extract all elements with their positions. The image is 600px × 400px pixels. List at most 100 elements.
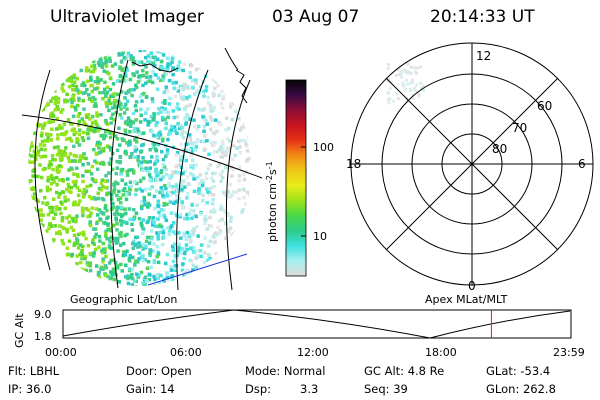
emission-pixel xyxy=(205,201,210,205)
instrument-title: Ultraviolet Imager xyxy=(50,7,204,27)
emission-pixel xyxy=(55,165,59,170)
emission-pixel xyxy=(43,104,48,108)
emission-pixel xyxy=(115,159,119,164)
emission-pixel xyxy=(84,69,89,73)
emission-pixel xyxy=(178,214,182,219)
emission-pixel xyxy=(216,84,220,88)
emission-pixel xyxy=(230,117,234,122)
emission-pixel xyxy=(137,257,141,261)
emission-pixel xyxy=(106,191,111,195)
emission-pixel xyxy=(103,247,108,251)
emission-pixel xyxy=(172,191,176,195)
emission-pixel xyxy=(149,229,154,233)
emission-pixel xyxy=(180,130,185,134)
emission-pixel xyxy=(49,224,53,229)
emission-pixel xyxy=(237,139,241,143)
emission-pixel xyxy=(66,177,70,181)
emission-pixel xyxy=(218,122,223,127)
emission-pixel xyxy=(137,162,141,166)
emission-pixel xyxy=(198,85,203,89)
emission-pixel xyxy=(113,268,117,273)
emission-pixel xyxy=(162,277,167,282)
emission-pixel xyxy=(43,138,48,143)
emission-pixel xyxy=(197,124,201,129)
emission-pixel xyxy=(32,149,37,154)
emission-pixel xyxy=(101,247,106,251)
emission-pixel xyxy=(240,138,244,143)
emission-pixel xyxy=(228,139,232,143)
emission-pixel xyxy=(70,104,74,109)
emission-pixel xyxy=(158,223,162,227)
emission-pixel xyxy=(161,78,165,82)
emission-pixel xyxy=(126,51,131,56)
emission-pixel xyxy=(118,160,122,165)
emission-pixel xyxy=(184,118,188,122)
emission-pixel xyxy=(53,212,58,216)
emission-pixel xyxy=(215,150,219,154)
emission-pixel xyxy=(191,173,195,178)
emission-pixel xyxy=(44,101,49,106)
emission-pixel xyxy=(171,244,175,249)
emission-pixel xyxy=(175,131,179,136)
emission-pixel xyxy=(164,186,168,191)
emission-pixel xyxy=(239,126,244,130)
emission-pixel xyxy=(194,256,198,260)
emission-pixel xyxy=(81,213,85,218)
emission-pixel xyxy=(55,183,59,187)
emission-pixel xyxy=(165,151,170,156)
emission-pixel xyxy=(214,231,218,235)
emission-pixel xyxy=(113,260,118,265)
emission-pixel xyxy=(131,217,136,222)
emission-pixel xyxy=(182,82,187,87)
emission-pixel xyxy=(119,214,124,219)
emission-pixel xyxy=(145,266,150,270)
emission-pixel xyxy=(225,227,230,232)
emission-pixel xyxy=(244,142,248,146)
emission-pixel xyxy=(161,235,166,239)
emission-pixel xyxy=(34,145,39,150)
emission-pixel xyxy=(135,260,140,264)
emission-pixel xyxy=(165,89,170,93)
emission-pixel xyxy=(32,192,37,196)
emission-pixel xyxy=(173,266,177,270)
emission-pixel xyxy=(115,209,119,213)
emission-pixel xyxy=(89,211,93,215)
emission-pixel xyxy=(67,84,72,89)
emission-pixel xyxy=(41,213,45,217)
emission-pixel xyxy=(49,173,54,178)
emission-pixel xyxy=(199,243,204,247)
emission-pixel xyxy=(110,167,115,172)
emission-pixel xyxy=(142,195,146,200)
emission-pixel xyxy=(161,74,165,78)
emission-pixel xyxy=(170,124,174,129)
emission-pixel xyxy=(220,106,225,110)
emission-pixel xyxy=(43,121,47,126)
colorbar-unit-label: photon cm-2s-1 xyxy=(265,161,279,242)
emission-pixel xyxy=(126,276,130,281)
emission-pixel xyxy=(115,193,119,198)
emission-pixel xyxy=(168,193,173,198)
emission-pixel xyxy=(66,252,71,256)
emission-pixel xyxy=(231,101,236,106)
time-label: 20:14:33 UT xyxy=(430,7,535,27)
emission-pixel xyxy=(48,187,53,192)
emission-pixel xyxy=(124,91,128,95)
x-tick-label: 06:00 xyxy=(170,346,202,359)
emission-pixel xyxy=(112,91,117,96)
emission-pixel xyxy=(85,87,89,92)
emission-pixel xyxy=(83,83,87,88)
emission-pixel xyxy=(49,138,54,142)
emission-pixel xyxy=(86,162,90,166)
emission-pixel xyxy=(140,189,144,193)
mlt-label-18: 18 xyxy=(346,157,361,171)
emission-pixel xyxy=(219,155,223,159)
emission-pixel xyxy=(70,252,74,257)
emission-pixel xyxy=(149,176,153,180)
emission-pixel xyxy=(128,275,132,280)
emission-pixel xyxy=(156,111,160,116)
emission-pixel xyxy=(119,60,124,64)
emission-pixel xyxy=(71,219,76,223)
dsp-value: 3.3 xyxy=(300,382,319,396)
emission-pixel xyxy=(210,176,214,181)
